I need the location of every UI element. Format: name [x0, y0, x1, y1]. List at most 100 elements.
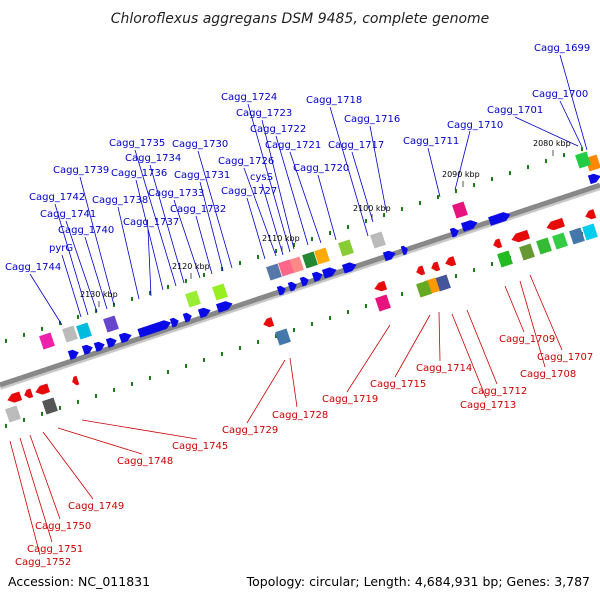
gene-label: Cagg_1738	[92, 195, 148, 206]
forward-leader-line	[65, 220, 98, 313]
gene-label: Cagg_1745	[172, 441, 228, 452]
reverse-leader-line	[519, 280, 546, 368]
gene-arrow-shape	[400, 245, 408, 256]
gene-label: Cagg_1733	[148, 188, 204, 199]
gene-label: Cagg_1731	[174, 170, 230, 181]
gene-label: Cagg_1728	[272, 410, 328, 421]
forward-feature-box	[39, 332, 55, 350]
reverse-feature-box	[5, 405, 21, 423]
forward-gene-arrow	[67, 349, 79, 360]
forward-gene-arrow	[137, 320, 172, 338]
gene-label: Cagg_1713	[460, 400, 516, 411]
forward-leader-line	[427, 147, 441, 198]
forward-gene-arrow	[587, 173, 600, 185]
gene-label: Cagg_1726	[218, 156, 274, 167]
gene-arrow-shape	[546, 217, 565, 231]
forward-leader-line	[135, 179, 164, 291]
feature-box-shape	[338, 239, 354, 257]
feature-box-shape	[5, 405, 21, 423]
gene-arrow-shape	[449, 227, 459, 238]
gene-label: Cagg_1752	[15, 557, 71, 568]
reverse-feature-box	[275, 328, 291, 346]
gene-label: Cagg_1701	[487, 105, 543, 116]
reverse-feature-box	[42, 397, 58, 415]
scale-labels: 2080 kbp 2090 kbp 2100 kbp 2110 kbp 2120…	[80, 139, 571, 299]
gene-label: Cagg_1723	[236, 108, 292, 119]
gene-arrow-shape	[72, 375, 80, 386]
scale-label-2080: 2080 kbp	[533, 139, 571, 148]
accession-text: Accession: NC_011831	[8, 574, 150, 589]
forward-gene-arrow	[215, 301, 233, 313]
forward-leader-line	[275, 135, 309, 246]
feature-box-shape	[278, 259, 294, 277]
feature-box-shape	[575, 151, 591, 169]
gene-label: Cagg_1715	[370, 379, 426, 390]
gene-label: Cagg_1712	[471, 386, 527, 397]
feature-box-shape	[452, 201, 468, 219]
gene-arrow-shape	[215, 301, 233, 313]
gene-label: cysS	[250, 172, 273, 183]
forward-leader-line	[29, 273, 63, 326]
reverse-leader-line	[504, 285, 525, 333]
gene-label: Cagg_1720	[293, 163, 349, 174]
forward-leader-line	[84, 236, 108, 310]
feature-box-shape	[435, 274, 451, 292]
reverse-leader-line	[42, 431, 94, 500]
reverse-leader-line	[81, 419, 198, 440]
gene-label: Cagg_1717	[328, 140, 384, 151]
feature-box-shape	[582, 223, 598, 241]
forward-leader-line	[261, 183, 284, 256]
feature-box-shape	[552, 232, 568, 250]
gene-arrow-shape	[93, 341, 105, 352]
forward-gene-arrow	[118, 332, 132, 344]
gene-arrow-shape	[488, 212, 511, 226]
reverse-gene-arrow	[445, 256, 457, 267]
forward-gene-arrow	[449, 227, 459, 238]
forward-feature-box	[266, 263, 282, 281]
forward-feature-box	[212, 283, 228, 301]
reverse-gene-arrow	[263, 317, 275, 328]
gene-arrow-shape	[137, 320, 172, 338]
gene-arrow-shape	[67, 349, 79, 360]
reverse-feature-box	[435, 274, 451, 292]
gene-arrow-shape	[118, 332, 132, 344]
reverse-leader-line	[57, 427, 143, 455]
reverse-leader-line	[438, 311, 441, 362]
forward-leader-line	[351, 151, 374, 223]
feature-box-shape	[212, 283, 228, 301]
forward-leader-line	[79, 176, 115, 306]
forward-leader-line	[199, 181, 224, 272]
scale-label-2090: 2090 kbp	[442, 170, 480, 179]
gene-arrow-shape	[431, 261, 441, 272]
gene-label: Cagg_1740	[58, 225, 114, 236]
gene-label: Cagg_1707	[537, 352, 593, 363]
reverse-leader-line	[529, 274, 563, 351]
feature-box-shape	[519, 243, 535, 261]
forward-leader-line	[243, 167, 277, 257]
gene-label: Cagg_1744	[5, 262, 61, 273]
gene-label: Cagg_1724	[221, 92, 277, 103]
gene-arrow-shape	[460, 220, 478, 232]
gene-label: Cagg_1710	[447, 120, 503, 131]
reverse-gene-arrow	[374, 280, 388, 292]
gene-arrow-shape	[311, 271, 323, 282]
map-title: Chloroflexus aggregans DSM 9485, complet…	[111, 11, 490, 27]
forward-leader-line	[195, 215, 213, 275]
forward-leader-line	[61, 254, 82, 318]
forward-gene-arrow	[169, 317, 179, 328]
feature-box-shape	[497, 250, 513, 268]
gene-arrow-shape	[263, 317, 275, 328]
gene-label: pyrG	[49, 243, 73, 254]
feature-box-shape	[416, 280, 432, 298]
forward-leader-line	[246, 197, 266, 260]
gene-label: Cagg_1714	[416, 363, 472, 374]
gene-label: Cagg_1734	[125, 153, 181, 164]
gene-label: Cagg_1742	[29, 192, 85, 203]
reverse-gene-arrow	[35, 383, 51, 395]
forward-feature-box	[76, 322, 92, 340]
gene-arrow-shape	[7, 391, 23, 403]
forward-leader-line	[289, 151, 322, 244]
reverse-gene-arrow	[416, 265, 426, 276]
reverse-gene-arrow	[431, 261, 441, 272]
gene-label: Cagg_1727	[221, 186, 277, 197]
